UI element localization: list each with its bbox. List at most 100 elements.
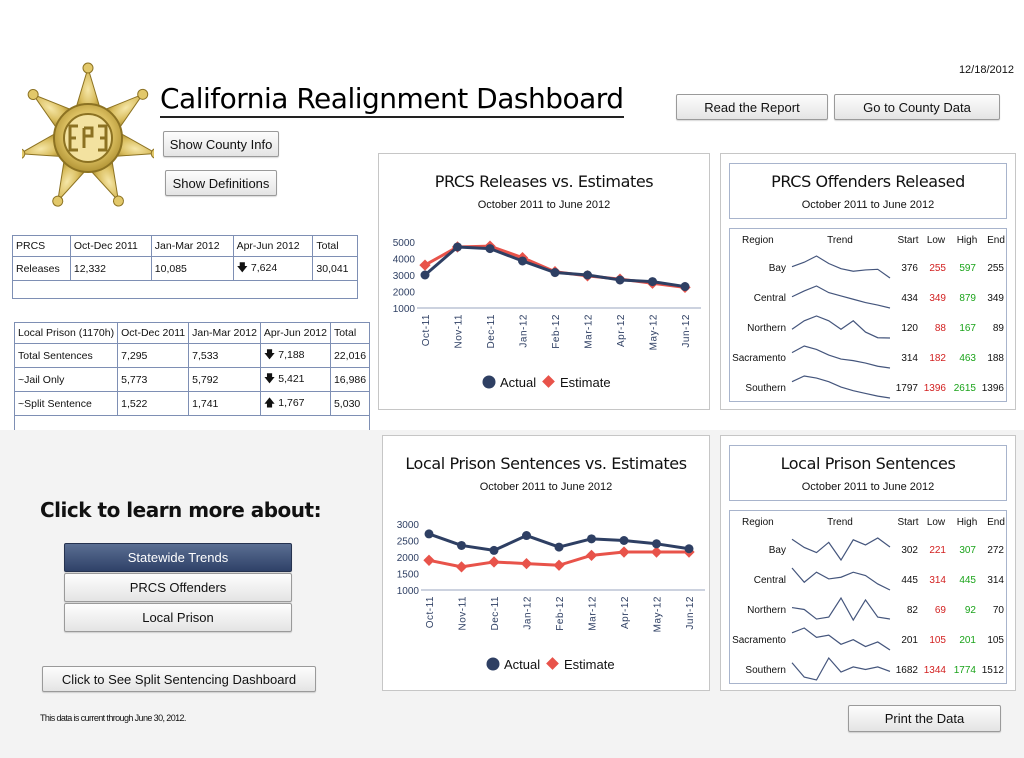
data-point-actual <box>554 542 564 552</box>
low-value: 105 <box>929 635 946 646</box>
end-value: 89 <box>993 323 1005 334</box>
split-sentencing-dashboard-button[interactable]: Click to See Split Sentencing Dashboard <box>42 666 316 692</box>
legend-label: Actual <box>500 375 536 390</box>
nav-statewide-trends[interactable]: Statewide Trends <box>64 543 292 572</box>
data-point-actual <box>619 536 629 545</box>
column-header: Low <box>927 235 946 246</box>
data-point-actual <box>518 256 527 266</box>
end-value: 314 <box>987 575 1004 586</box>
table-cell: 7,295 <box>117 343 190 368</box>
prison-region-sparkline-table: Region Trend Start Low High End Bay 302 221 307 27… <box>732 517 1005 681</box>
x-tick-label: Nov-11 <box>454 314 465 349</box>
table-row: Releases 12,332 10,085 🡇 7,624 30,041 <box>12 256 358 281</box>
x-tick-label: Jan-12 <box>519 314 530 348</box>
arrow-up-icon: 🡅 <box>263 397 276 409</box>
arrow-down-icon: 🡇 <box>263 349 276 361</box>
y-tick-label: 5000 <box>393 238 416 249</box>
print-data-button[interactable]: Print the Data <box>848 705 1001 732</box>
start-value: 445 <box>901 575 918 586</box>
high-value: 201 <box>959 635 976 646</box>
low-value: 255 <box>929 263 946 274</box>
column-header: Trend <box>827 235 853 246</box>
end-value: 188 <box>987 353 1004 364</box>
column-header: Start <box>897 235 918 246</box>
column-header: High <box>957 235 978 246</box>
table-header-cell: Jan-Mar 2012 <box>150 235 234 257</box>
panel-subtitle: October 2011 to June 2012 <box>801 481 935 493</box>
y-tick-label: 2000 <box>397 553 420 564</box>
table-cell: 5,773 <box>117 367 190 392</box>
low-value: 1344 <box>924 665 947 676</box>
arrow-down-icon: 🡇 <box>263 373 276 385</box>
y-tick-label: 2500 <box>397 537 420 548</box>
table-cell-value: 1,767 <box>278 397 305 409</box>
start-value: 314 <box>901 353 918 364</box>
table-row: ~Jail Only 5,773 5,792 🡇 5,421 16,986 <box>13 367 371 392</box>
nav-prcs-offenders[interactable]: PRCS Offenders <box>64 573 292 602</box>
table-cell: 10,085 <box>150 256 234 281</box>
data-point-actual <box>522 531 531 541</box>
data-point-estimate <box>618 546 630 558</box>
trend-sparkline <box>791 567 891 591</box>
panel-title-box: PRCS Offenders Released October 2011 to … <box>729 163 1007 219</box>
data-point-actual <box>615 275 625 285</box>
end-value: 255 <box>987 263 1004 274</box>
x-tick-label: Mar-12 <box>584 314 595 349</box>
table-header-cell: Oct-Dec 2011 <box>117 322 190 344</box>
low-value: 1396 <box>924 383 947 394</box>
table-cell: 🡇 7,624 <box>232 256 314 281</box>
column-header: End <box>987 517 1005 528</box>
x-tick-label: Feb-12 <box>555 596 566 631</box>
table-cell: 1,741 <box>188 391 261 416</box>
nav-local-prison[interactable]: Local Prison <box>64 603 292 632</box>
prcs-offenders-released-panel: PRCS Offenders Released October 2011 to … <box>720 153 1016 410</box>
data-point-actual <box>684 544 694 554</box>
y-tick-label: 1500 <box>397 570 420 581</box>
table-cell-value: 7,624 <box>250 262 278 274</box>
region-grid-box: Region Trend Start Low High End Bay 376 255 597 25… <box>729 228 1007 402</box>
x-tick-label: Jun-12 <box>681 314 692 348</box>
table-cell: 30,041 <box>312 256 358 281</box>
high-value: 2615 <box>954 383 977 394</box>
go-to-county-data-button[interactable]: Go to County Data <box>834 94 1000 120</box>
legend-estimate-marker <box>546 657 559 670</box>
x-tick-label: Dec-11 <box>486 314 497 349</box>
table-header-cell: Apr-Jun 2012 <box>259 322 331 344</box>
data-point-estimate <box>488 556 500 568</box>
table-cell: 🡇 5,421 <box>259 367 331 392</box>
data-point-actual <box>420 270 430 280</box>
chart-title: PRCS Releases vs. Estimates <box>434 172 654 191</box>
show-county-info-button[interactable]: Show County Info <box>163 131 279 157</box>
row-label: Releases <box>12 256 71 281</box>
column-header: Region <box>742 517 774 528</box>
local-prison-sentences-panel: Local Prison Sentences October 2011 to J… <box>720 435 1016 691</box>
x-tick-label: Jun-12 <box>685 596 696 630</box>
data-point-actual <box>648 277 657 287</box>
column-header: High <box>957 517 978 528</box>
show-definitions-button[interactable]: Show Definitions <box>165 170 277 196</box>
table-cell: 7,533 <box>188 343 261 368</box>
end-value: 1396 <box>982 383 1005 394</box>
legend-label: Estimate <box>560 375 611 390</box>
current-date: 12/18/2012 <box>958 64 1014 76</box>
table-cell: 22,016 <box>329 343 371 368</box>
end-value: 1512 <box>982 665 1005 676</box>
chart-subtitle: October 2011 to June 2012 <box>479 481 613 493</box>
column-header: End <box>987 235 1005 246</box>
column-header: Low <box>927 517 946 528</box>
panel-title: PRCS Offenders Released <box>771 172 965 191</box>
region-label: Southern <box>745 383 786 394</box>
data-point-estimate <box>419 259 431 271</box>
data-point-estimate <box>455 561 468 573</box>
chart-title: Local Prison Sentences vs. Estimates <box>405 454 687 473</box>
prcs-releases-table: PRCS Oct-Dec 2011 Jan-Mar 2012 Apr-Jun 2… <box>12 235 358 299</box>
region-label: Bay <box>769 263 786 274</box>
data-point-actual <box>457 540 466 550</box>
data-point-actual <box>453 242 462 252</box>
table-header-cell: Local Prison (1170h) <box>13 322 119 344</box>
local-prison-line-chart: 1000 1500 2000 2500 3000 Oct-11 Nov-11 Dec-11 Ja… <box>397 520 705 672</box>
table-cell-value: 5,421 <box>278 373 305 385</box>
table-cell: 5,792 <box>188 367 261 392</box>
table-cell: 🡅 1,767 <box>259 391 331 416</box>
read-report-button[interactable]: Read the Report <box>676 94 828 120</box>
